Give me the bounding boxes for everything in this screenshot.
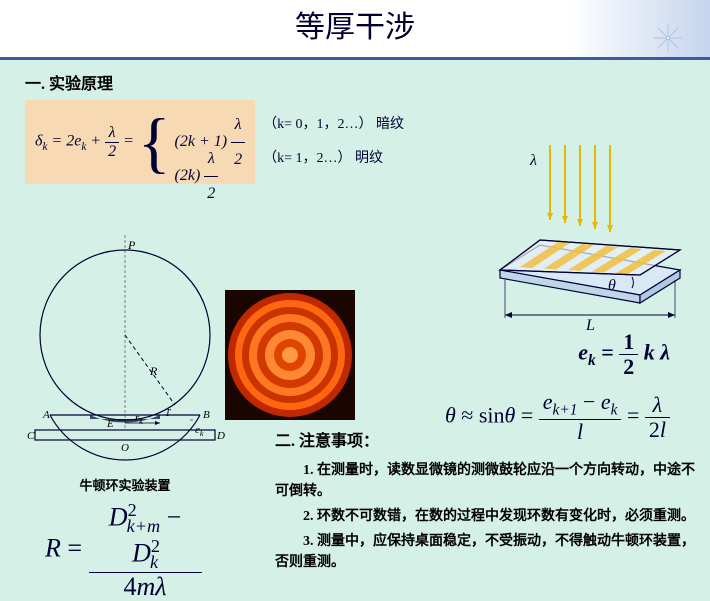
svg-text:D: D (216, 430, 225, 442)
notes-section: 二. 注意事项： 1. 在测量时，读数显微镜的测微鼓轮应沿一个方向转动，中途不可… (275, 430, 695, 577)
section1-heading: 一. 实验原理 (25, 70, 695, 94)
svg-text:A: A (42, 409, 50, 421)
svg-text:P: P (127, 238, 136, 252)
svg-text:R: R (149, 364, 158, 378)
newton-ring-photo (225, 290, 355, 425)
svg-text:O: O (121, 442, 129, 454)
dark-fringe-label: （k= 0，1，2…） 暗纹 (263, 108, 404, 142)
content-area: 一. 实验原理 δk = 2ek + λ2 = { (2k + 1) λ2 (2… (0, 60, 710, 194)
path-difference-formula: δk = 2ek + λ2 = { (2k + 1) λ2 (2k) λ2 (25, 100, 255, 184)
svg-text:λ: λ (529, 152, 537, 169)
svg-text:θ: θ (608, 277, 616, 294)
page-title: 等厚干涉 (295, 11, 415, 44)
svg-text:ek: ek (195, 424, 204, 438)
note-1: 1. 在测量时，读数显微镜的测微鼓轮应沿一个方向转动，中途不可倒转。 (275, 460, 695, 502)
svg-text:C: C (27, 430, 35, 442)
newton-ring-diagram: P R A B E T C D O rk ek 牛顿环实验装置 (25, 235, 225, 494)
svg-text:rk: rk (135, 412, 143, 426)
ek-formula: ek = 12 k λ (578, 330, 670, 379)
decoration-star-icon (654, 15, 682, 43)
case-labels: （k= 0，1，2…） 暗纹 （k= 1，2…） 明纹 (263, 108, 404, 176)
svg-text:T: T (165, 408, 172, 419)
wedge-diagram: λ θ L (480, 140, 690, 335)
note-2: 2. 环数不可数错，在数的过程中发现环数有变化时，必须重测。 (275, 506, 695, 527)
bright-fringe-label: （k= 1，2…） 明纹 (263, 142, 404, 176)
title-bar: 等厚干涉 (0, 0, 710, 60)
svg-text:B: B (203, 409, 210, 421)
radius-formula: R = D2k+m − D2k 4mλ (45, 500, 202, 601)
note-3: 3. 测量中，应保持桌面稳定，不受振动，不得触动牛顿环装置，否则重测。 (275, 531, 695, 573)
newton-device-label: 牛顿环实验装置 (25, 475, 225, 494)
svg-text:L: L (585, 317, 595, 330)
svg-text:E: E (106, 418, 114, 430)
section2-heading: 二. 注意事项： (275, 430, 695, 454)
